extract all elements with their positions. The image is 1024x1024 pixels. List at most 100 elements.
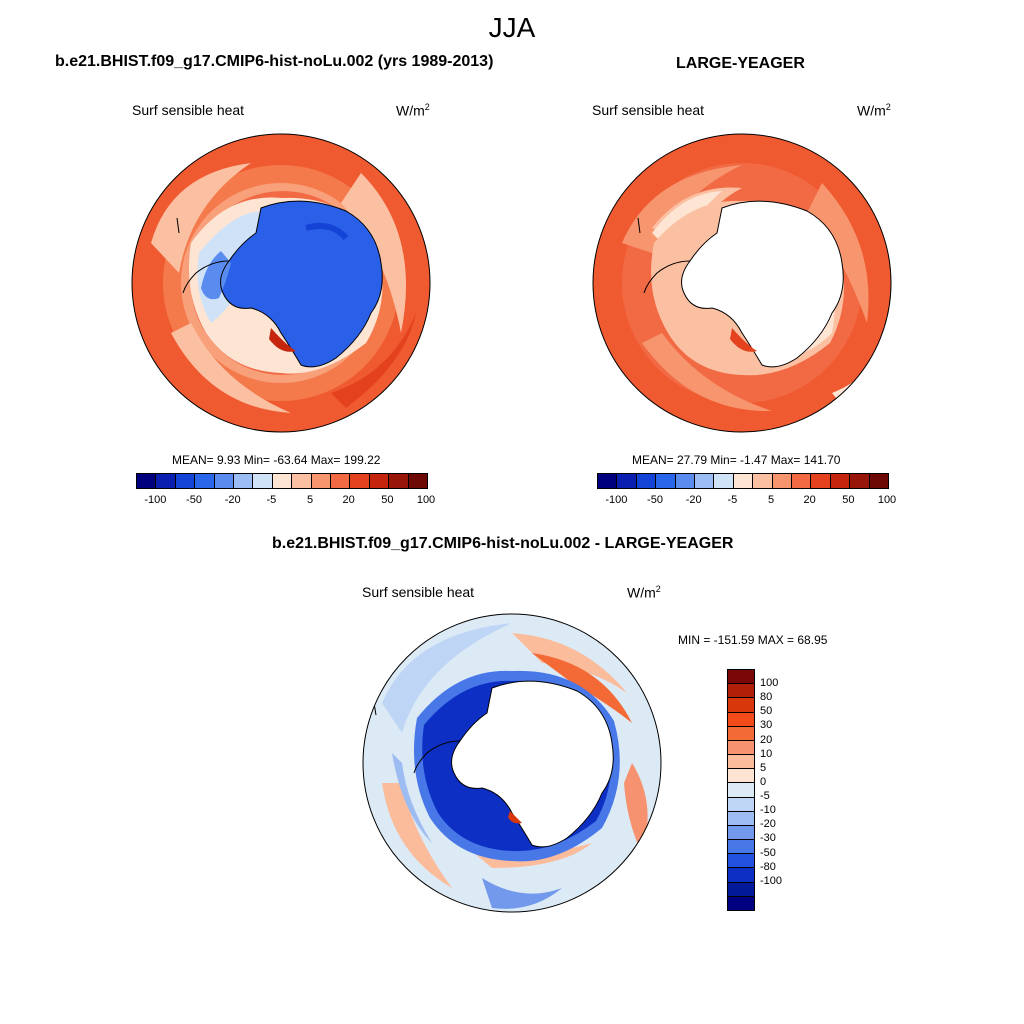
- colorbar-swatch: [792, 474, 812, 488]
- obs-stats: MEAN= 27.79 Min= -1.47 Max= 141.70: [632, 453, 841, 467]
- colorbar-tick-label: 0: [760, 775, 767, 788]
- contour-patch: [512, 633, 627, 693]
- model-colorbar-ticks: -100 -50 -20 -5 5 20 50 100: [136, 494, 435, 508]
- map-boundary: [362, 613, 662, 913]
- colorbar-tick-label: 100: [760, 677, 779, 690]
- colorbar-swatch: [850, 474, 870, 488]
- colorbar-tick-label: 10: [760, 747, 773, 760]
- contour-patch: [622, 165, 742, 253]
- contour-patch: [642, 333, 772, 412]
- colorbar-swatch: [811, 474, 831, 488]
- south-america-coastline: [637, 217, 641, 234]
- colorbar-swatch: [214, 474, 235, 488]
- colorbar-swatch: [728, 726, 754, 741]
- contour-patch: [392, 753, 432, 843]
- colorbar-swatch: [656, 474, 676, 488]
- diff-polar-map: [362, 613, 662, 913]
- contour-patch: [151, 163, 251, 273]
- contour-patch: [482, 878, 562, 909]
- obs-panel-title: LARGE-YEAGER: [676, 55, 805, 72]
- obs-colorbar: [597, 473, 889, 489]
- colorbar-swatch: [728, 684, 754, 699]
- colorbar-swatch: [408, 474, 428, 488]
- colorbar-tick-label: -30: [760, 832, 776, 845]
- diff-panel-title: b.e21.BHIST.f09_g17.CMIP6-hist-noLu.002 …: [272, 535, 734, 552]
- colorbar-swatch: [695, 474, 715, 488]
- colorbar-swatch: [728, 811, 754, 826]
- colorbar-tick-label: 20: [760, 733, 773, 746]
- colorbar-swatch: [350, 474, 370, 488]
- colorbar-tick-label: -20: [685, 494, 702, 506]
- colorbar-swatch: [598, 474, 618, 488]
- colorbar-tick-label: 50: [842, 494, 855, 506]
- colorbar-swatch: [869, 474, 889, 488]
- colorbar-tick-label: -50: [647, 494, 663, 506]
- contour-patch: [171, 323, 291, 413]
- colorbar-swatch: [728, 854, 754, 869]
- diff-units-label: W/m2: [627, 584, 661, 601]
- contour-line: [305, 223, 349, 241]
- colorbar-tick-label: 20: [342, 494, 355, 506]
- colorbar-swatch: [195, 474, 215, 488]
- colorbar-tick-label: 5: [760, 761, 767, 774]
- colorbar-tick-label: 100: [877, 494, 897, 506]
- colorbar-tick-label: -10: [760, 804, 776, 817]
- colorbar-tick-label: -50: [186, 494, 202, 506]
- peninsula-coastline: [182, 260, 230, 294]
- colorbar-swatch: [753, 474, 773, 488]
- colorbar-swatch: [728, 840, 754, 855]
- model-colorbar: [136, 473, 428, 489]
- colorbar-swatch: [272, 474, 293, 488]
- obs-units-label: W/m2: [857, 102, 891, 119]
- model-units-label: W/m2: [396, 102, 430, 119]
- colorbar-tick-label: 50: [381, 494, 394, 506]
- colorbar-tick-label: 5: [306, 494, 314, 506]
- colorbar-swatch: [728, 740, 754, 756]
- colorbar-swatch: [728, 797, 754, 812]
- colorbar-tick-label: -20: [760, 818, 776, 831]
- colorbar-swatch: [369, 474, 390, 488]
- colorbar-swatch: [636, 474, 657, 488]
- colorbar-swatch: [156, 474, 176, 488]
- colorbar-tick-label: -80: [760, 860, 776, 873]
- contour-patch: [341, 173, 406, 333]
- colorbar-tick-label: -50: [760, 846, 776, 859]
- antarctic-peninsula-field: [201, 251, 231, 300]
- contour-patch: [508, 811, 522, 824]
- obs-polar-map: [592, 133, 892, 433]
- model-polar-map: [131, 133, 431, 433]
- colorbar-tick-label: 50: [760, 705, 773, 718]
- model-variable-label: Surf sensible heat: [132, 102, 245, 118]
- antarctica-coastline: [220, 200, 383, 368]
- colorbar-swatch: [728, 755, 754, 770]
- diff-colorbar-ticks: 100 80 50 30 20 10 5 0 -5 -10 -20 -30 -50 -80 -100: [760, 669, 800, 909]
- colorbar-tick-label: 100: [416, 494, 436, 506]
- colorbar-tick-label: -100: [760, 874, 783, 887]
- colorbar-swatch: [830, 474, 851, 488]
- colorbar-tick-label: 80: [760, 691, 773, 704]
- contour-patch: [730, 328, 757, 352]
- antarctica-landmass: [451, 680, 614, 848]
- colorbar-swatch: [728, 825, 754, 841]
- colorbar-swatch: [675, 474, 696, 488]
- colorbar-swatch: [728, 769, 754, 784]
- model-panel-title: b.e21.BHIST.f09_g17.CMIP6-hist-noLu.002 …: [55, 53, 494, 70]
- colorbar-swatch: [728, 712, 754, 727]
- colorbar-swatch: [728, 783, 754, 798]
- colorbar-swatch: [728, 882, 754, 897]
- colorbar-swatch: [137, 474, 157, 488]
- contour-patch: [331, 313, 416, 408]
- colorbar-swatch: [772, 474, 793, 488]
- obs-colorbar-ticks: -100 -50 -20 -5 5 20 50 100: [597, 494, 896, 508]
- contour-patch: [382, 783, 452, 888]
- colorbar-tick-label: -20: [224, 494, 241, 506]
- season-title: JJA: [488, 12, 536, 43]
- colorbar-swatch: [331, 474, 351, 488]
- diff-stats: MIN = -151.59 MAX = 68.95: [678, 633, 828, 647]
- colorbar-tick-label: 20: [803, 494, 816, 506]
- model-stats: MEAN= 9.93 Min= -63.64 Max= 199.22: [172, 453, 381, 467]
- colorbar-swatch: [728, 698, 754, 713]
- colorbar-swatch: [728, 868, 754, 883]
- obs-variable-label: Surf sensible heat: [592, 102, 705, 118]
- contour-patch: [382, 623, 512, 733]
